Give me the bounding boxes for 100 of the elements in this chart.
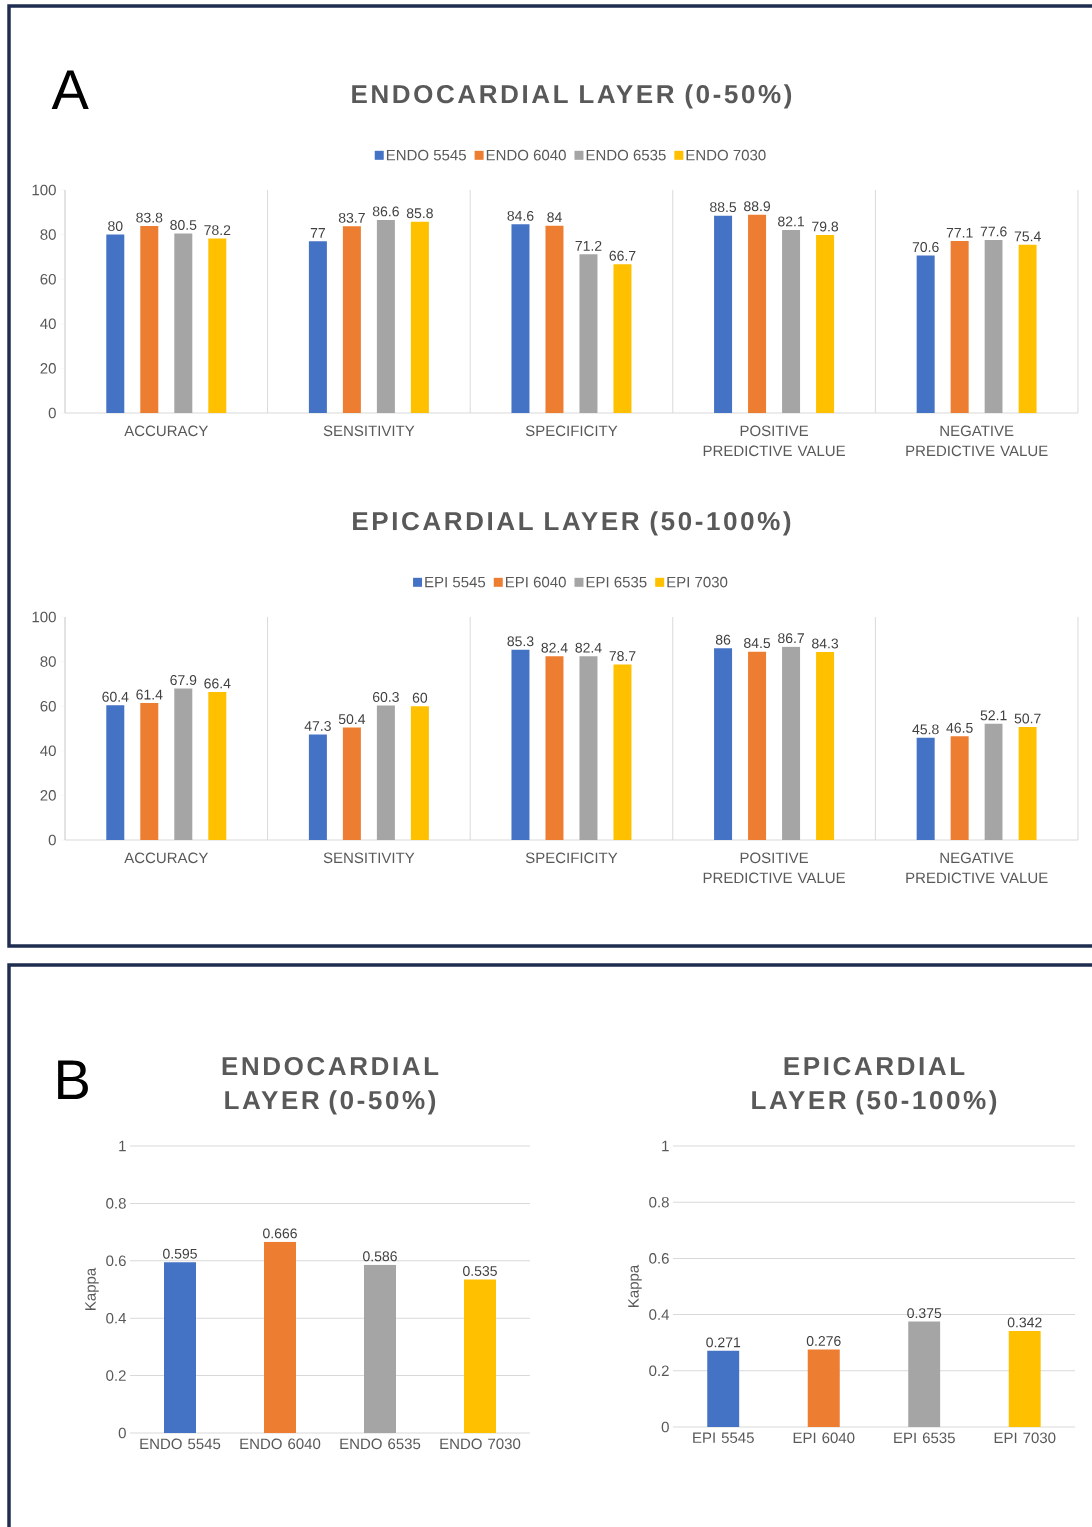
y-tick-label: 0 xyxy=(48,834,56,846)
x-tick-label: SPECIFICITY xyxy=(525,852,618,864)
bar xyxy=(140,226,159,413)
data-label: 85.8 xyxy=(406,208,433,219)
bar xyxy=(208,238,227,413)
y-axis-title: Kappa xyxy=(628,1264,642,1307)
bar xyxy=(308,241,327,413)
data-label: 88.9 xyxy=(744,201,771,212)
data-label: 84.6 xyxy=(507,210,534,221)
y-tick-label: 100 xyxy=(32,184,56,196)
data-label: 77.1 xyxy=(946,227,973,238)
y-tick-label: 0.4 xyxy=(649,1309,670,1320)
bar xyxy=(748,651,767,840)
data-label: 82.4 xyxy=(541,642,568,653)
x-tick-label: POSITIVE PREDICTIVE VALUE xyxy=(703,425,845,457)
data-label: 50.7 xyxy=(1014,713,1041,724)
bar xyxy=(782,229,801,413)
x-tick-label: EPI 6535 xyxy=(894,1432,955,1444)
data-label: 78.2 xyxy=(204,225,231,236)
data-label: 77 xyxy=(310,228,325,238)
bar xyxy=(1018,726,1037,840)
bar xyxy=(816,652,835,840)
text: A xyxy=(51,70,89,110)
x-tick-label: EPI 7030 xyxy=(994,1432,1056,1444)
data-label: 0.375 xyxy=(907,1308,942,1319)
data-label: 84.3 xyxy=(812,638,839,649)
bar xyxy=(579,656,598,840)
data-label: 79.8 xyxy=(812,221,839,232)
data-label: 66.7 xyxy=(609,250,636,261)
bar xyxy=(950,241,969,413)
bar xyxy=(342,226,361,413)
y-tick-label: 0 xyxy=(118,1427,126,1439)
data-label: 82.4 xyxy=(575,642,602,653)
legend-label: EPI 6040 xyxy=(505,576,566,588)
data-label: 61.4 xyxy=(136,689,163,700)
y-tick-label: 60 xyxy=(40,700,56,712)
x-tick-label: EPI 5545 xyxy=(693,1432,754,1443)
bar xyxy=(545,656,564,840)
bar xyxy=(816,235,835,413)
bar xyxy=(511,224,530,413)
y-tick-label: 20 xyxy=(40,790,56,801)
bar xyxy=(174,688,193,840)
data-label: 60 xyxy=(412,692,428,703)
bar xyxy=(916,737,935,840)
data-label: 85.3 xyxy=(507,636,534,647)
bar xyxy=(782,646,801,840)
data-label: 66.4 xyxy=(204,678,231,689)
data-label: 78.7 xyxy=(609,651,636,661)
bar xyxy=(950,736,969,840)
bar xyxy=(208,691,227,840)
x-tick-label: SPECIFICITY xyxy=(525,425,618,437)
legend-label: ENDO 6535 xyxy=(586,149,666,161)
data-label: 75.4 xyxy=(1014,231,1041,242)
bar xyxy=(410,221,429,413)
legend-label: ENDO 6040 xyxy=(486,149,566,161)
bar xyxy=(464,1279,496,1433)
data-label: 86.6 xyxy=(372,206,399,217)
data-label: 0.535 xyxy=(463,1265,497,1276)
chart-title: ENDOCARDIAL LAYER (0-50%) xyxy=(352,84,792,109)
data-label: 0.586 xyxy=(363,1251,397,1262)
legend-label: EPI 6535 xyxy=(586,576,647,588)
bar xyxy=(545,225,564,413)
bar xyxy=(342,727,361,840)
bar xyxy=(1008,1330,1041,1427)
y-tick-label: 40 xyxy=(40,318,56,330)
data-label: 88.5 xyxy=(710,202,737,213)
data-label: 60.3 xyxy=(372,692,399,702)
y-tick-label: 0.6 xyxy=(106,1255,126,1267)
data-label: 52.1 xyxy=(980,710,1007,721)
data-label: 70.6 xyxy=(912,242,939,253)
bar xyxy=(511,649,530,840)
data-label: 83.7 xyxy=(338,212,365,223)
x-tick-label: ENDO 6535 xyxy=(340,1438,421,1450)
data-label: 84.5 xyxy=(744,638,771,649)
bar xyxy=(410,706,429,840)
data-label: 67.9 xyxy=(170,675,197,686)
bar xyxy=(613,664,632,840)
bar xyxy=(916,255,935,413)
data-label: 83.8 xyxy=(136,212,163,223)
y-tick-label: 0.8 xyxy=(649,1196,669,1208)
data-label: 77.6 xyxy=(980,226,1007,237)
data-label: 60.4 xyxy=(102,691,129,702)
bar xyxy=(376,705,395,840)
bar xyxy=(984,239,1003,413)
y-tick-label: 0 xyxy=(48,407,56,419)
y-tick-label: 0.6 xyxy=(649,1253,669,1264)
y-tick-label: 40 xyxy=(40,745,56,757)
x-tick-label: ENDO 7030 xyxy=(440,1438,521,1450)
bar xyxy=(106,705,125,840)
bar xyxy=(376,219,395,413)
y-tick-label: 1 xyxy=(662,1140,669,1152)
bar xyxy=(1018,244,1037,413)
y-axis-title: Kappa xyxy=(85,1267,99,1310)
bar xyxy=(106,234,125,413)
y-tick-label: 80 xyxy=(40,229,56,240)
x-tick-label: ENDO 6040 xyxy=(240,1438,321,1450)
data-label: 0.276 xyxy=(806,1335,841,1346)
data-label: 80.5 xyxy=(170,220,197,230)
bar xyxy=(364,1264,396,1433)
legend-label: EPI 7030 xyxy=(667,576,728,588)
